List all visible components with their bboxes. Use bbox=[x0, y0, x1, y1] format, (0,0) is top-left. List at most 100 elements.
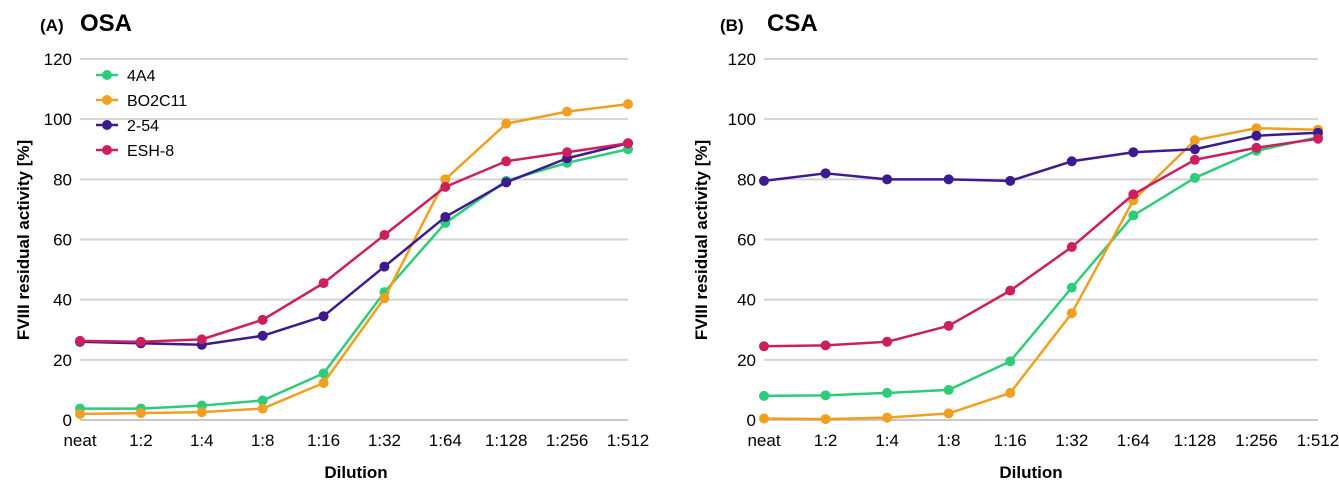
legend-swatch-marker-bo2c11 bbox=[102, 95, 112, 105]
y-tick-label-100-osa: 100 bbox=[44, 110, 72, 129]
point-esh-8-1-32-osa bbox=[379, 229, 390, 240]
legend-label-esh-8: ESH-8 bbox=[127, 143, 174, 160]
y-tick-label-60-csa: 60 bbox=[737, 231, 756, 250]
legend-swatch-marker-esh-8 bbox=[102, 145, 112, 155]
point-2-54-1-128-osa bbox=[501, 177, 512, 188]
line-2-54-csa bbox=[763, 131, 1319, 183]
x-ticks-csa: neat 1:2 1:4 1:8 1:16 1:32 1:64 1:128 1:256 1:512 bbox=[747, 431, 1339, 450]
point-esh-8-1-8-csa bbox=[943, 320, 954, 331]
point-esh-8-1-4-csa bbox=[882, 336, 893, 347]
x-tick-label-1-4-csa: 1:4 bbox=[875, 431, 899, 450]
point-bo2c11-1-256-csa bbox=[1251, 123, 1262, 134]
point-bo2c11-1-512-osa bbox=[623, 99, 633, 110]
point-bo2c11-1-4-csa bbox=[882, 412, 893, 423]
x-tick-label-1-256-csa: 1:256 bbox=[1235, 431, 1278, 450]
legend-item-2-54: 2-54 bbox=[96, 118, 159, 135]
point-4a4-1-64-csa bbox=[1128, 210, 1139, 221]
series-2-54-csa bbox=[759, 127, 1323, 186]
y-tick-label-0-csa: 0 bbox=[747, 411, 756, 430]
y-axis-title-csa: FVIII residual activity [%] bbox=[692, 140, 711, 340]
point-2-54-1-16-csa bbox=[1005, 175, 1016, 186]
legend-item-4a4: 4A4 bbox=[96, 68, 156, 85]
line-esh-8-csa bbox=[763, 137, 1319, 348]
point-bo2c11-1-32-osa bbox=[379, 293, 390, 304]
x-tick-label-1-32-csa: 1:32 bbox=[1055, 431, 1088, 450]
y-tick-label-80-osa: 80 bbox=[53, 170, 72, 189]
point-esh-8-neat-osa bbox=[75, 335, 85, 346]
y-tick-label-40-csa: 40 bbox=[737, 291, 756, 310]
series-4a4-osa bbox=[75, 144, 633, 414]
point-2-54-1-8-osa bbox=[257, 330, 268, 341]
point-esh-8-1-4-osa bbox=[196, 334, 207, 345]
point-esh-8-1-16-osa bbox=[318, 278, 329, 289]
line-4a4-csa bbox=[763, 135, 1319, 398]
y-tick-label-20-osa: 20 bbox=[53, 351, 72, 370]
point-esh-8-1-512-csa bbox=[1313, 133, 1323, 144]
series-bo2c11-csa bbox=[759, 123, 1323, 425]
point-esh-8-neat-csa bbox=[759, 341, 769, 352]
point-4a4-1-32-csa bbox=[1066, 282, 1077, 293]
point-bo2c11-1-16-csa bbox=[1005, 387, 1016, 398]
point-esh-8-1-64-osa bbox=[440, 181, 451, 192]
x-tick-label-1-8-osa: 1:8 bbox=[251, 431, 275, 450]
legend-item-esh-8: ESH-8 bbox=[96, 143, 174, 160]
point-4a4-1-2-csa bbox=[820, 390, 831, 401]
x-tick-label-1-16-osa: 1:16 bbox=[307, 431, 340, 450]
x-tick-label-1-4-osa: 1:4 bbox=[190, 431, 214, 450]
point-bo2c11-1-32-csa bbox=[1066, 308, 1077, 319]
legend-swatch-marker-4a4 bbox=[102, 70, 112, 80]
y-tick-label-0-osa: 0 bbox=[63, 411, 72, 430]
point-4a4-1-8-csa bbox=[943, 384, 954, 395]
point-esh-8-1-8-osa bbox=[257, 314, 268, 325]
point-bo2c11-1-4-osa bbox=[196, 407, 207, 418]
point-esh-8-1-2-osa bbox=[135, 336, 146, 347]
legend-swatch-marker-2-54 bbox=[102, 120, 112, 130]
x-tick-label-1-128-osa: 1:128 bbox=[485, 431, 528, 450]
y-tick-label-20-csa: 20 bbox=[737, 351, 756, 370]
point-esh-8-1-128-csa bbox=[1189, 154, 1200, 165]
point-2-54-neat-csa bbox=[759, 175, 769, 186]
point-2-54-1-2-csa bbox=[820, 168, 831, 179]
point-bo2c11-1-16-osa bbox=[318, 377, 329, 388]
point-4a4-1-16-csa bbox=[1005, 356, 1016, 367]
y-ticks-csa: 0 20 40 60 80 100 120 bbox=[728, 50, 756, 430]
point-2-54-1-16-osa bbox=[318, 311, 329, 322]
x-tick-label-1-2-osa: 1:2 bbox=[129, 431, 153, 450]
series-csa bbox=[759, 123, 1323, 425]
line-bo2c11-csa bbox=[763, 126, 1319, 421]
y-tick-label-120-csa: 120 bbox=[728, 50, 756, 69]
panel-csa: (B) CSA Dilution FVIII residual activity… bbox=[692, 10, 1339, 481]
series-esh-8-osa bbox=[75, 138, 633, 347]
line-esh-8-osa bbox=[79, 141, 629, 344]
chart-title-osa: OSA bbox=[80, 10, 132, 37]
gridlines-osa bbox=[80, 58, 628, 421]
line-4a4-osa bbox=[80, 148, 629, 410]
x-ticks-osa: neat 1:2 1:4 1:8 1:16 1:32 1:64 1:128 1:256 1:512 bbox=[63, 431, 649, 450]
point-2-54-1-256-csa bbox=[1251, 130, 1262, 141]
point-bo2c11-neat-osa bbox=[75, 408, 85, 419]
panel-label-b: (B) bbox=[720, 16, 744, 35]
x-tick-label-1-64-csa: 1:64 bbox=[1117, 431, 1150, 450]
x-tick-label-1-256-osa: 1:256 bbox=[546, 431, 589, 450]
point-bo2c11-neat-csa bbox=[759, 413, 769, 424]
point-4a4-1-8-osa bbox=[257, 395, 268, 406]
point-bo2c11-1-8-osa bbox=[257, 403, 268, 414]
legend-label-bo2c11: BO2C11 bbox=[127, 93, 187, 110]
series-bo2c11-osa bbox=[75, 99, 633, 419]
point-esh-8-1-16-csa bbox=[1005, 285, 1016, 296]
series-esh-8-csa bbox=[759, 133, 1323, 352]
legend-label-4a4: 4A4 bbox=[127, 68, 156, 85]
y-tick-label-40-osa: 40 bbox=[53, 291, 72, 310]
point-esh-8-1-2-csa bbox=[820, 340, 831, 351]
point-bo2c11-1-8-csa bbox=[943, 408, 954, 419]
point-4a4-1-16-osa bbox=[318, 368, 329, 379]
x-tick-label-1-2-csa: 1:2 bbox=[814, 431, 838, 450]
point-2-54-1-64-osa bbox=[440, 211, 451, 222]
point-bo2c11-1-256-osa bbox=[562, 106, 573, 117]
point-2-54-1-64-csa bbox=[1128, 147, 1139, 158]
x-tick-label-neat-osa: neat bbox=[63, 431, 96, 450]
x-axis-title-osa: Dilution bbox=[324, 463, 387, 481]
y-axis-title-osa: FVIII residual activity [%] bbox=[14, 140, 33, 340]
point-4a4-neat-csa bbox=[759, 390, 769, 401]
chart-title-csa: CSA bbox=[767, 10, 818, 37]
